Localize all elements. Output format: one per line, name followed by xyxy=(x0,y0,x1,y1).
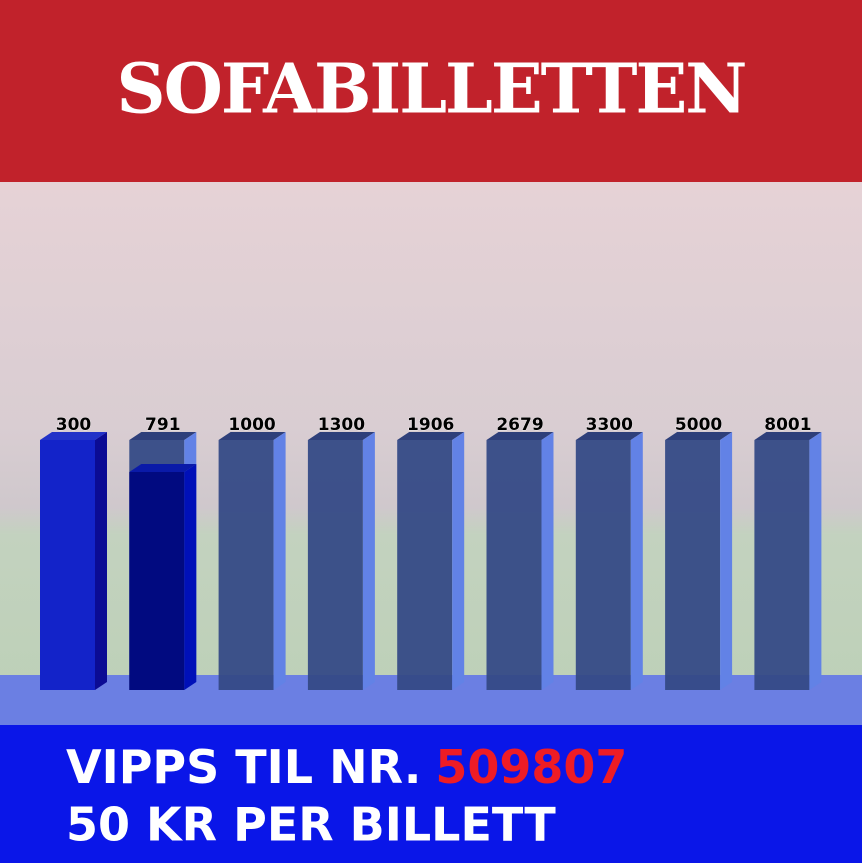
bar-progress-top xyxy=(129,464,197,472)
footer-band xyxy=(0,725,862,863)
bar-progress-side xyxy=(184,464,197,690)
bar-top xyxy=(575,432,643,440)
bar-front xyxy=(575,440,631,690)
bar-side xyxy=(720,432,733,690)
bar-side xyxy=(541,432,554,690)
bar-top xyxy=(665,432,733,440)
milestone-label: 1300 xyxy=(318,415,365,435)
bar-progress-front xyxy=(129,472,185,690)
bar-top xyxy=(129,432,197,440)
milestone-label: 791 xyxy=(145,415,181,435)
bar-front xyxy=(754,440,810,690)
bar-top xyxy=(218,432,286,440)
milestone-label: 2679 xyxy=(496,415,543,435)
bar-top xyxy=(754,432,822,440)
footer-line-1: VIPPS TIL NR. 509807 xyxy=(66,740,627,794)
milestone-label: 3300 xyxy=(586,415,633,435)
bar-side xyxy=(95,432,107,690)
bar-front xyxy=(307,440,363,690)
bar-side xyxy=(809,432,822,690)
milestone-label: 1000 xyxy=(228,415,275,435)
footer-line-2: 50 KR PER BILLETT xyxy=(66,798,556,852)
milestone-label: 300 xyxy=(56,415,92,435)
bar-top xyxy=(307,432,375,440)
vipps-text: VIPPS TIL NR. xyxy=(66,740,421,794)
bar-side xyxy=(452,432,465,690)
bar-front xyxy=(40,440,95,690)
vipps-number: 509807 xyxy=(435,740,627,794)
bar-front xyxy=(665,440,721,690)
milestone-label: 5000 xyxy=(675,415,722,435)
header-band xyxy=(0,0,862,182)
bar-top xyxy=(40,432,107,440)
bar-front xyxy=(218,440,274,690)
bar-top xyxy=(397,432,465,440)
bar-side xyxy=(273,432,286,690)
milestone-label: 8001 xyxy=(764,415,811,435)
milestone-label: 1906 xyxy=(407,415,454,435)
bar-side xyxy=(362,432,375,690)
title: SOFABILLETTEN xyxy=(117,50,746,130)
bar-front xyxy=(486,440,542,690)
bar-side xyxy=(630,432,643,690)
bar-top xyxy=(486,432,554,440)
bars: 300 791 1000 1300 1906 2679 3300 5000 8001 xyxy=(40,415,822,690)
bar-front xyxy=(397,440,453,690)
